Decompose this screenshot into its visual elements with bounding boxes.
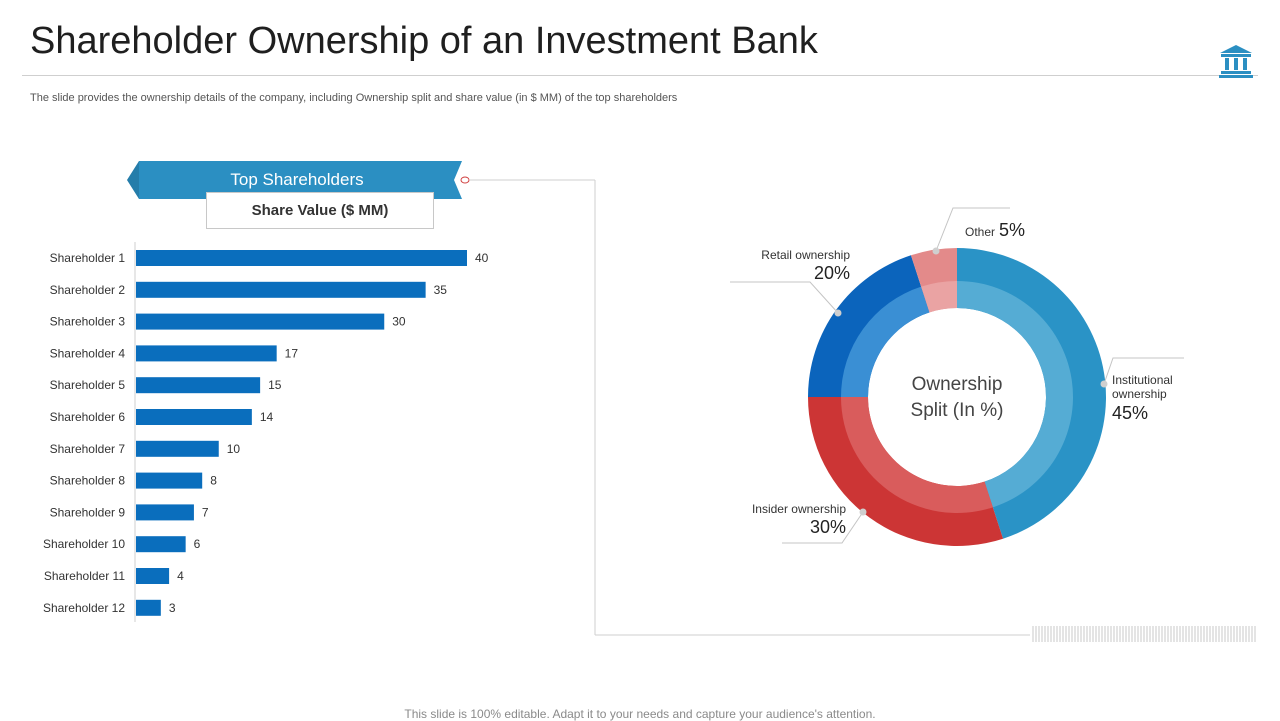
donut-center-label: Split (In %) <box>911 400 1004 421</box>
slice-label: Insider ownership <box>752 502 846 516</box>
donut-slice <box>910 248 957 313</box>
bar-value-label: 17 <box>285 346 299 360</box>
bar-category-label: Shareholder 9 <box>50 505 126 519</box>
bar <box>136 568 170 584</box>
donut-center-label: Ownership <box>912 374 1003 395</box>
bar-category-label: Shareholder 11 <box>44 569 125 583</box>
slice-value-label: 20% <box>814 263 850 283</box>
bar-value-label: 10 <box>227 442 241 456</box>
bar-chart-title: Top Shareholders <box>230 170 364 189</box>
donut-slice <box>808 255 930 397</box>
bar-category-label: Shareholder 3 <box>50 315 126 329</box>
bar-category-label: Shareholder 7 <box>50 442 126 456</box>
bar-category-label: Shareholder 2 <box>50 283 126 297</box>
bar <box>136 409 252 425</box>
share-value-bar-chart: Shareholder 1 40 Shareholder 2 35 Shareholde… <box>43 242 489 622</box>
slice-leader <box>730 281 842 317</box>
top-shareholders-banner <box>127 161 462 199</box>
bar <box>136 504 194 521</box>
bar-category-label: Shareholder 12 <box>43 601 125 615</box>
bar <box>136 313 385 330</box>
bank-icon <box>1219 45 1253 78</box>
bar <box>136 536 186 553</box>
bar <box>136 599 161 616</box>
bar-category-label: Shareholder 4 <box>50 346 126 360</box>
bar-value-label: 6 <box>194 537 201 551</box>
slice-value-label: 5% <box>999 220 1025 240</box>
bar-chart-subtitle: Share Value ($ MM) <box>206 192 434 229</box>
bar <box>136 345 277 362</box>
bar-category-label: Shareholder 6 <box>50 410 126 424</box>
page-subtitle: The slide provides the ownership details… <box>30 92 678 104</box>
bar-value-label: 14 <box>260 410 274 424</box>
bar-value-label: 7 <box>202 505 209 519</box>
slice-leader <box>1100 357 1184 388</box>
bar-category-label: Shareholder 1 <box>50 251 126 265</box>
bar-category-label: Shareholder 5 <box>50 378 126 392</box>
bar-value-label: 3 <box>169 601 176 615</box>
slice-value-label: 45% <box>1112 403 1148 423</box>
slice-value-label: 30% <box>810 517 846 537</box>
bar <box>136 472 203 489</box>
bar-category-label: Shareholder 10 <box>43 537 125 551</box>
bar-value-label: 35 <box>434 283 448 297</box>
bar <box>136 281 426 298</box>
bar <box>136 440 219 457</box>
bar-value-label: 15 <box>268 378 282 392</box>
bar-value-label: 40 <box>475 251 489 265</box>
banner-shape <box>127 161 462 199</box>
slice-leader <box>782 508 867 544</box>
title-divider <box>22 75 1258 76</box>
donut-slice <box>808 397 1004 546</box>
bar-category-label: Shareholder 8 <box>50 474 126 488</box>
bar-value-label: 8 <box>210 474 217 488</box>
decorative-hatch <box>1032 626 1256 642</box>
page-title: Shareholder Ownership of an Investment B… <box>30 20 818 62</box>
bar <box>136 250 467 266</box>
donut-slice <box>957 248 1107 539</box>
bar-value-label: 4 <box>177 569 184 583</box>
footer-note: This slide is 100% editable. Adapt it to… <box>404 707 876 721</box>
slice-leader <box>932 207 1010 255</box>
slice-label: Retail ownership <box>761 248 850 262</box>
slice-label: Institutional ownership <box>1112 373 1173 401</box>
slice-label: Other 5% <box>965 220 1025 240</box>
bar <box>136 377 261 394</box>
bar-value-label: 30 <box>392 315 406 329</box>
